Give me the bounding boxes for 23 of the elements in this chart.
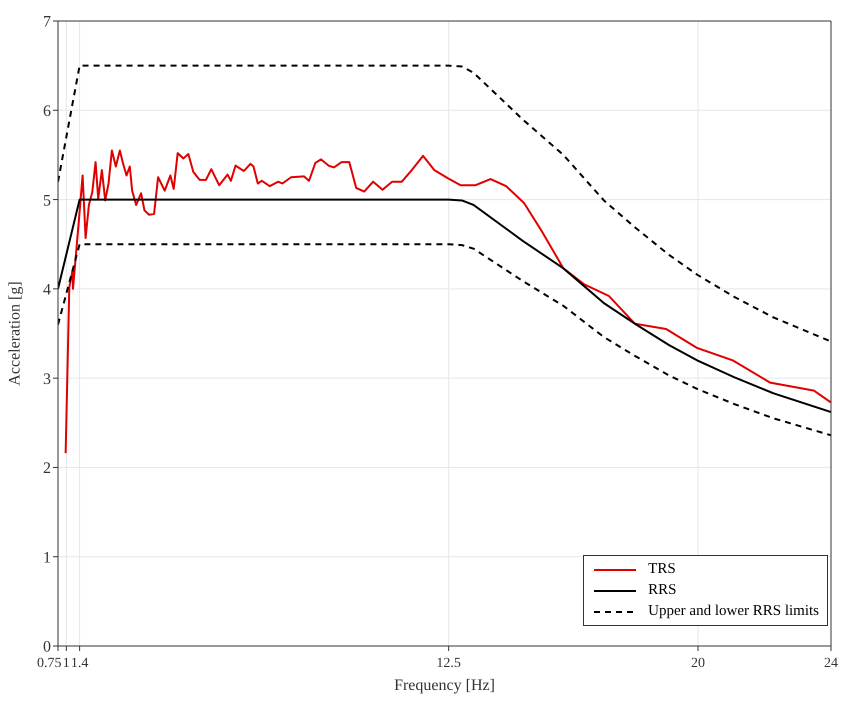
x-tick-label: 1.4	[70, 656, 88, 671]
x-tick-label: 1	[62, 656, 70, 671]
y-tick-label: 0	[43, 638, 51, 656]
y-tick-label: 1	[43, 549, 51, 566]
x-tick-label: 24	[824, 656, 838, 671]
x-tick-label: 20	[691, 656, 706, 671]
y-axis-title: Acceleration [g]	[6, 281, 24, 386]
x-tick-label: 0.75	[37, 656, 62, 671]
y-tick-label: 2	[43, 460, 51, 478]
legend-label: TRS	[648, 561, 676, 578]
x-tick-label: 12.5	[436, 656, 461, 671]
legend-label: Upper and lower RRS limits	[648, 603, 819, 620]
y-tick-label: 4	[43, 282, 51, 299]
y-tick-label: 3	[43, 370, 51, 388]
y-tick-label: 5	[43, 192, 51, 210]
legend-label: RRS	[648, 582, 677, 599]
line-series	[58, 243, 831, 436]
y-tick-label: 7	[43, 14, 51, 31]
line-series	[64, 149, 831, 454]
line-series	[58, 64, 831, 343]
x-axis-title: Frequency [Hz]	[394, 677, 495, 694]
line-series	[58, 198, 831, 414]
y-tick-label: 6	[43, 102, 51, 120]
